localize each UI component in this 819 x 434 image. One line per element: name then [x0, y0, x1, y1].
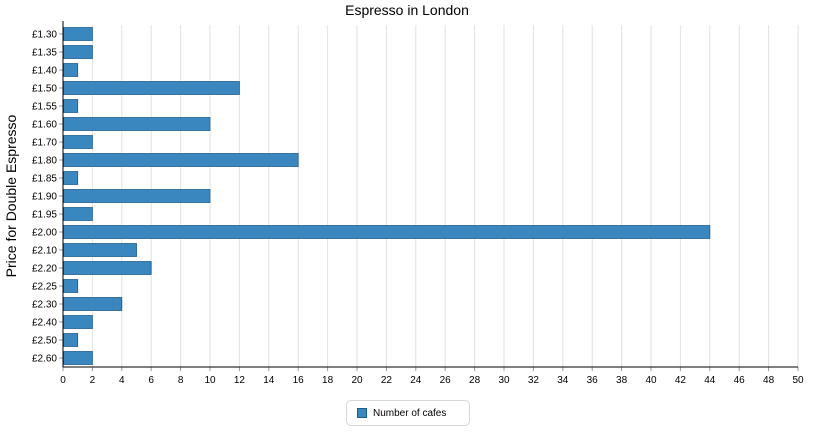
- bar[interactable]: [63, 333, 79, 347]
- y-tick-label: £1.80: [32, 156, 57, 167]
- bar[interactable]: [63, 243, 137, 257]
- x-tick-label: 38: [616, 375, 628, 386]
- x-tick-label: 28: [469, 375, 481, 386]
- y-tick-label: £2.00: [32, 228, 57, 239]
- y-tick-label: £2.10: [32, 246, 57, 257]
- legend-label: Number of cafes: [373, 407, 447, 419]
- y-tick-label: £1.55: [32, 102, 57, 113]
- bar[interactable]: [63, 27, 93, 41]
- bar[interactable]: [63, 297, 123, 311]
- x-tick-label: 16: [293, 375, 305, 386]
- bar[interactable]: [63, 153, 299, 167]
- x-tick-label: 50: [792, 375, 804, 386]
- y-tick-label: £1.90: [32, 192, 57, 203]
- bar[interactable]: [63, 45, 93, 59]
- x-tick-label: 24: [410, 375, 422, 386]
- x-tick-label: 18: [322, 375, 334, 386]
- x-tick-labels: 0 2 4 6 8 10 12 14 16 18 20 22 24 26 28 30 32 34 36 38 40 42 4…: [60, 375, 804, 386]
- bar[interactable]: [63, 225, 711, 239]
- y-tick-label: £2.60: [32, 354, 57, 365]
- bar[interactable]: [63, 81, 240, 95]
- y-tick-label: £1.95: [32, 210, 57, 221]
- x-tick-label: 8: [178, 375, 184, 386]
- x-tick-label: 42: [675, 375, 687, 386]
- x-tick-label: 12: [234, 375, 246, 386]
- x-tick-label: 48: [763, 375, 775, 386]
- x-tick-label: 4: [119, 375, 125, 386]
- y-tick-label: £1.60: [32, 120, 57, 131]
- y-tick-label: £1.50: [32, 84, 57, 95]
- y-tick-label: £2.25: [32, 282, 57, 293]
- x-tick-label: 2: [90, 375, 96, 386]
- x-tick-label: 26: [440, 375, 452, 386]
- y-tick-label: £2.20: [32, 264, 57, 275]
- bar[interactable]: [63, 189, 211, 203]
- bar[interactable]: [63, 117, 211, 131]
- x-tick-label: 0: [60, 375, 66, 386]
- bar[interactable]: [63, 279, 79, 293]
- chart-title: Espresso in London: [345, 2, 469, 18]
- bar[interactable]: [63, 351, 93, 365]
- x-tick-label: 46: [734, 375, 746, 386]
- y-tick-label: £1.70: [32, 138, 57, 149]
- x-tick-label: 30: [498, 375, 510, 386]
- legend[interactable]: Number of cafes: [346, 400, 470, 426]
- y-tick-labels: £1.30 £1.35 £1.40 £1.50 £1.55 £1.60 £1.70 £1.80…: [32, 30, 57, 365]
- y-tick-label: £2.40: [32, 318, 57, 329]
- bar[interactable]: [63, 315, 93, 329]
- bar[interactable]: [63, 99, 79, 113]
- bar[interactable]: [63, 135, 93, 149]
- x-tick-label: 36: [587, 375, 599, 386]
- x-tick-label: 32: [528, 375, 540, 386]
- bars: [63, 27, 711, 365]
- y-tick-label: £1.30: [32, 30, 57, 41]
- y-tick-label: £1.35: [32, 48, 57, 59]
- y-tick-label: £2.30: [32, 300, 57, 311]
- bar[interactable]: [63, 261, 152, 275]
- bar[interactable]: [63, 207, 93, 221]
- bar[interactable]: [63, 171, 79, 185]
- axes: [59, 21, 799, 371]
- y-tick-label: £1.85: [32, 174, 57, 185]
- x-tick-label: 34: [557, 375, 569, 386]
- x-tick-label: 14: [263, 375, 275, 386]
- y-tick-label: £1.40: [32, 66, 57, 77]
- x-tick-label: 44: [704, 375, 716, 386]
- x-tick-label: 6: [148, 375, 154, 386]
- legend-swatch: [357, 408, 367, 418]
- bar[interactable]: [63, 63, 79, 77]
- x-tick-label: 10: [204, 375, 216, 386]
- y-axis-label: Price for Double Espresso: [3, 114, 19, 277]
- y-tick-label: £2.50: [32, 336, 57, 347]
- x-tick-label: 22: [381, 375, 393, 386]
- x-tick-label: 20: [351, 375, 363, 386]
- x-tick-label: 40: [645, 375, 657, 386]
